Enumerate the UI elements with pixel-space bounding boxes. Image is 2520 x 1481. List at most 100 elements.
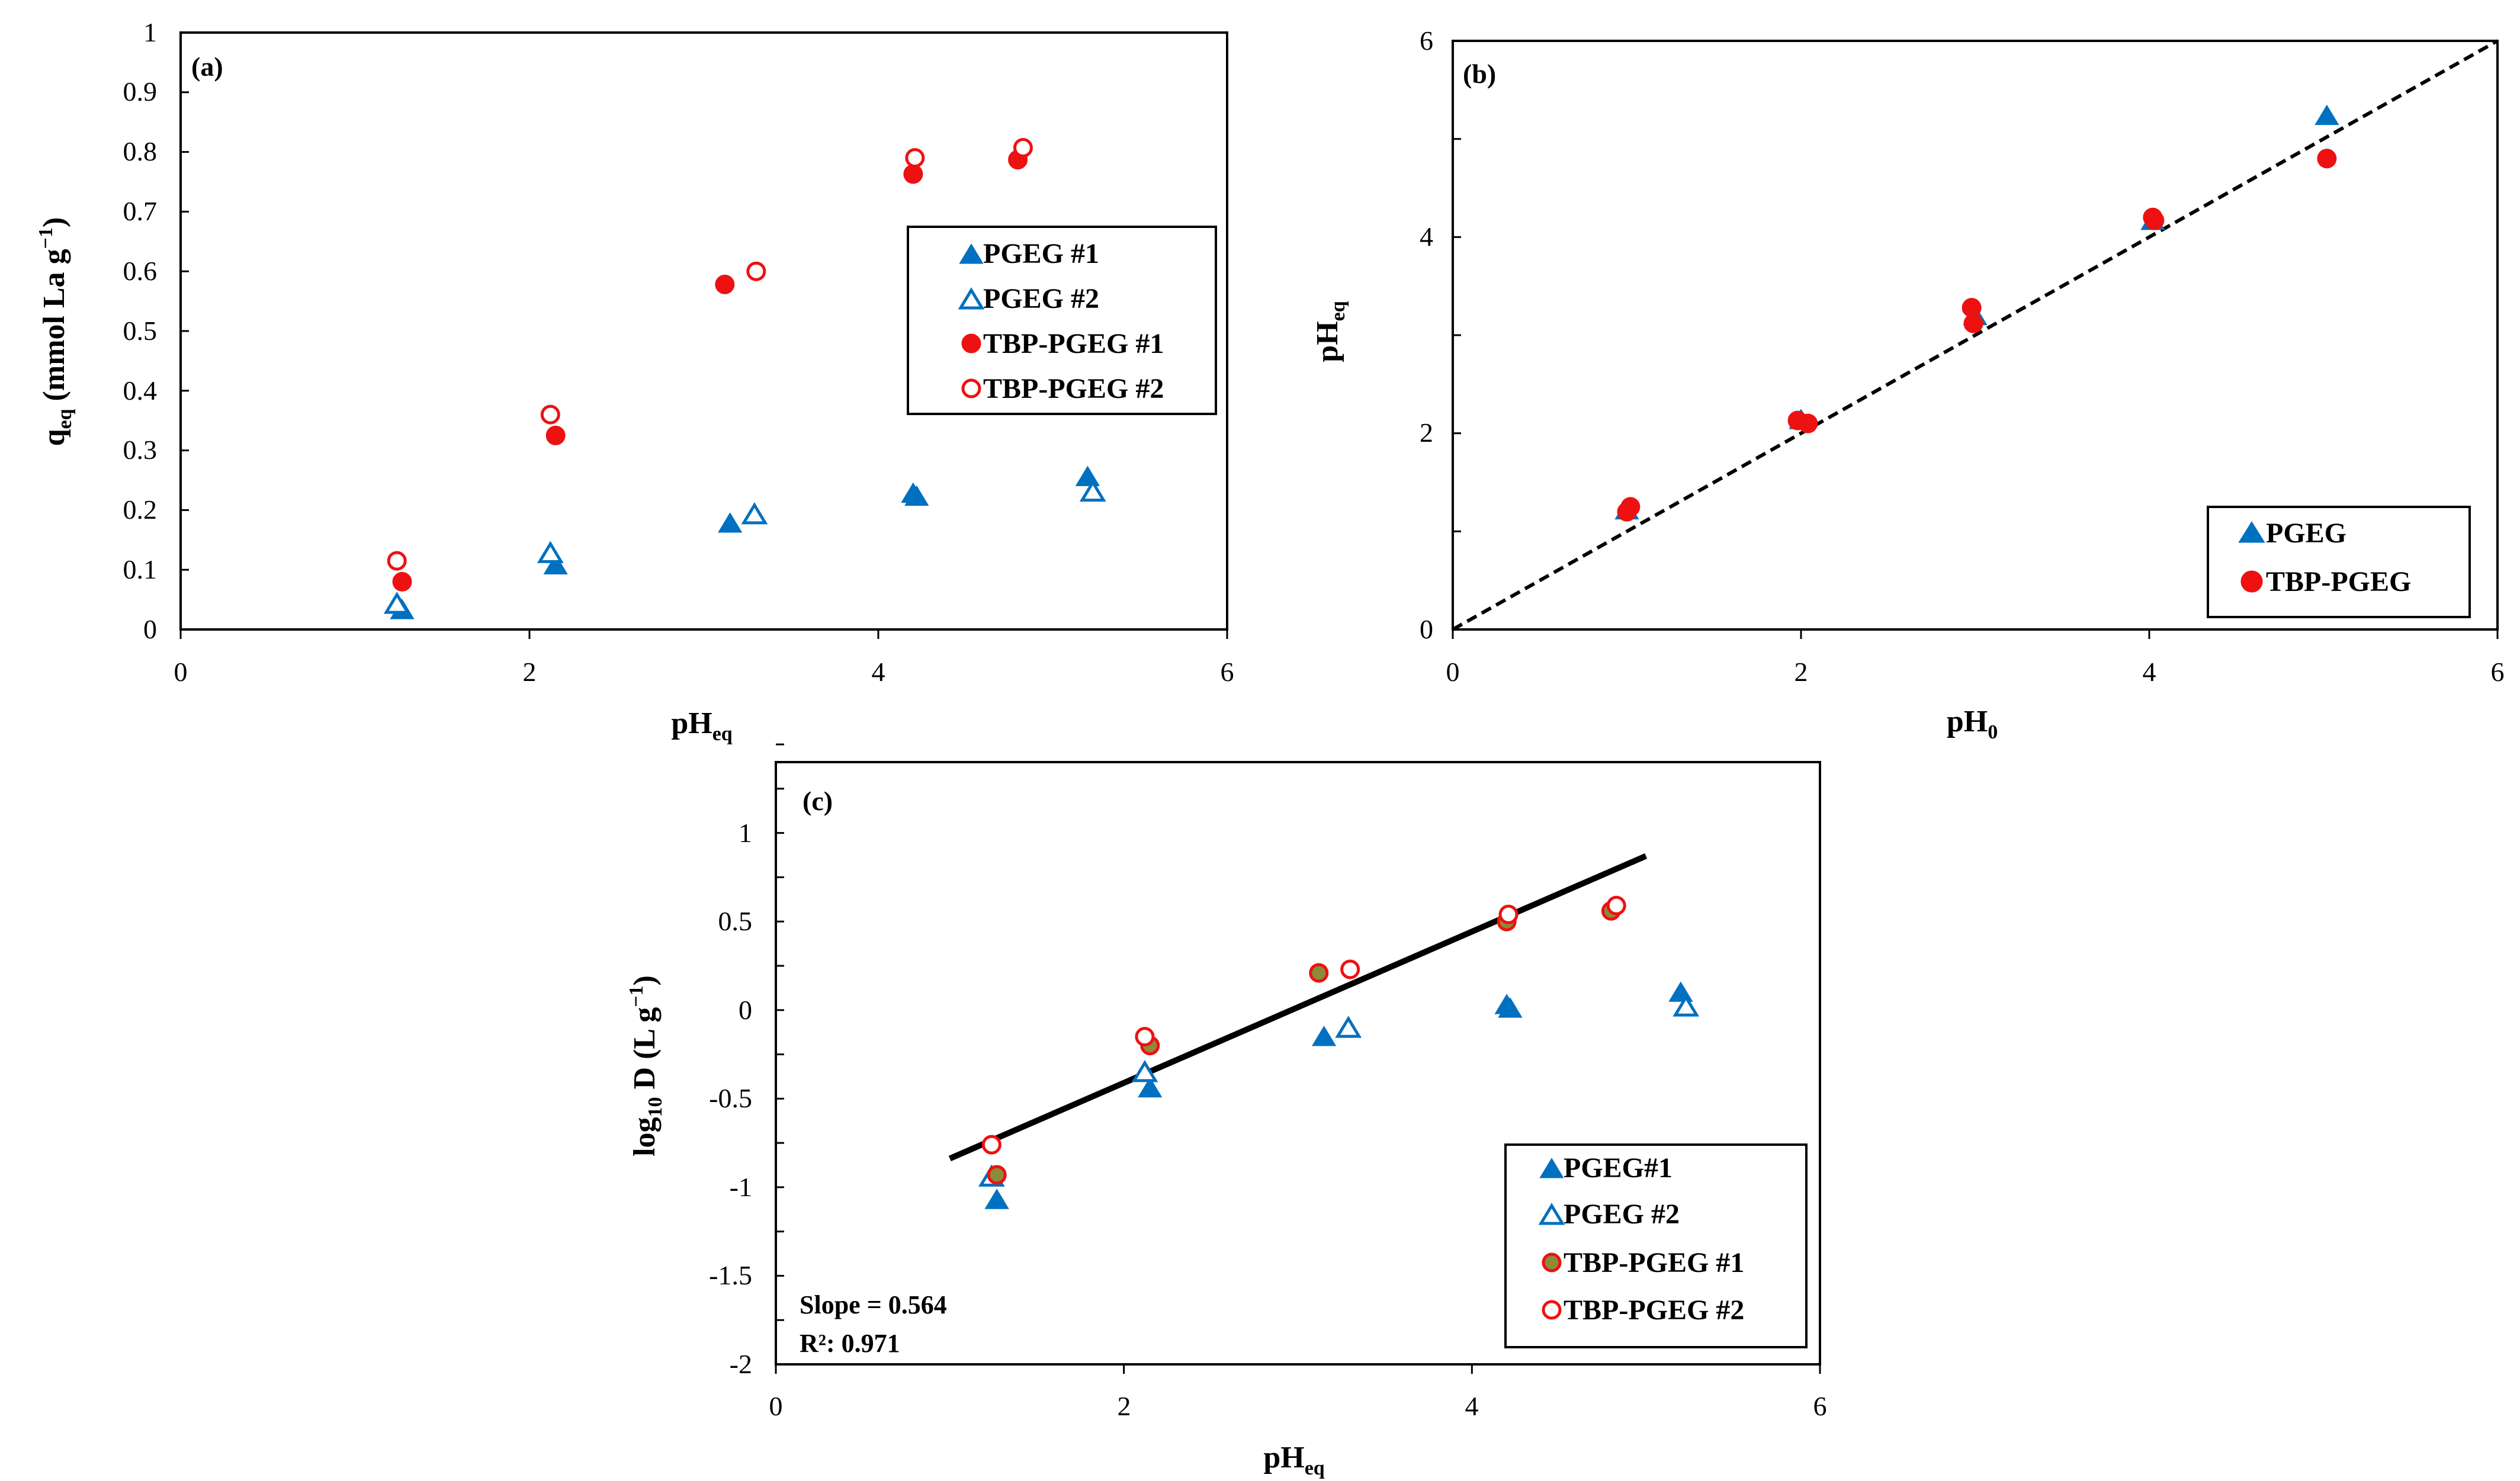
panel-b-point-tbp-pgeg [2317,149,2337,169]
panel-c-ytick: 0.5 [718,906,753,936]
panel-b-label: (b) [1463,59,1496,89]
panel-c-point-tbp-pgeg-1 [1309,963,1329,983]
legend-label-tbp-pgeg-1-c: TBP-PGEG #1 [1564,1247,1744,1278]
panel-a-point-pgeg-2 [537,541,564,563]
panel-a-point-tbp-pgeg-1 [545,425,566,445]
panel-a-ytick: 0.1 [123,554,158,584]
legend-label-pgeg1: PGEG#1 [1564,1152,1672,1184]
panel-b-point-tbp-pgeg [1798,413,1818,433]
panel-a-point-pgeg-1 [1075,465,1100,486]
panel-c-point-tbp-pgeg-2 [1340,959,1360,979]
legend-marker-pgeg-2-c [1538,1203,1565,1225]
panel-c-x-axis-label: pHeq [1263,1441,1324,1479]
panel-a-point-pgeg-2 [383,592,410,614]
legend-marker-pgeg [2238,521,2265,543]
panel-c-xtick: 2 [1118,1391,1131,1421]
panel-c-y-axis-label: log10 D (L g−1) [625,975,666,1156]
panel-c-point-tbp-pgeg-2 [1135,1027,1155,1047]
panel-a-label: (a) [191,52,223,82]
panel-b: (b) 0 2 4 6 0 2 4 6 pH0 pHeq PGEG TBP-PG… [1311,25,2505,743]
legend-marker-tbp-pgeg-2-c [1542,1300,1562,1320]
panel-b-legend: PGEG TBP-PGEG [2207,506,2471,618]
panel-a-ytick: 0.8 [123,136,158,166]
panel-c-ytick: -1.5 [709,1260,752,1290]
legend-marker-tbp-pgeg-2 [961,378,981,399]
legend-label-pgeg-2-c: PGEG #2 [1564,1199,1680,1230]
panel-c-r2-annotation: R²: 0.971 [800,1329,900,1358]
panel-a: (a) 0 0.1 0.2 0.3 0.4 0.5 0.6 0.7 0.8 0.… [35,17,1234,745]
panel-b-point-tbp-pgeg [1620,497,1641,517]
panel-c-legend: PGEG#1 PGEG #2 TBP-PGEG #1 TBP-PGEG #2 [1504,1143,1808,1348]
legend-label-tbp-pgeg-2: TBP-PGEG #2 [983,373,1164,404]
panel-b-xtick: 6 [2491,657,2505,687]
panel-c-slope-annotation: Slope = 0.564 [800,1290,947,1319]
panel-a-ytick: 0.7 [123,196,158,226]
panel-a-ytick: 0.6 [123,256,158,286]
panel-a-point-tbp-pgeg-2 [1013,138,1033,158]
panel-b-ytick: 4 [1420,221,1433,252]
panel-b-ytick: 0 [1420,614,1433,644]
legend-marker-pgeg-1 [959,243,984,264]
panel-a-ytick: 1 [143,17,157,47]
panel-b-x-axis-label: pH0 [1947,705,1998,743]
panel-c-point-tbp-pgeg-2 [1606,895,1626,915]
panel-c-point-pgeg-1 [984,1188,1009,1209]
legend-label-tbp-pgeg-1: TBP-PGEG #1 [983,328,1164,359]
panel-c-legend-box [1504,1143,1808,1348]
panel-b-xtick: 0 [1446,657,1460,687]
panel-a-point-pgeg-1 [718,512,743,533]
panel-a-xtick: 4 [872,657,885,687]
panel-c-point-tbp-pgeg-2 [1498,904,1519,924]
panel-c-ytick: -0.5 [709,1083,752,1113]
legend-label-pgeg-1: PGEG #1 [983,238,1099,269]
panel-b-point-tbp-pgeg [2145,210,2165,230]
panel-a-ytick: 0.9 [123,76,158,107]
panel-c-point-pgeg-1 [1498,997,1523,1018]
panel-b-ytick: 2 [1420,417,1433,448]
legend-marker-tbp-pgeg-1 [961,333,981,354]
panel-c-point-tbp-pgeg-1 [987,1165,1007,1185]
panel-b-xtick: 4 [2143,657,2156,687]
panel-a-legend-box [907,226,1217,415]
panel-a-point-tbp-pgeg-1 [715,274,735,294]
panel-a-ytick: 0.2 [123,494,158,525]
panel-a-data-points [383,138,1106,619]
panel-a-xtick: 0 [174,657,188,687]
panel-c-data-points [978,895,1700,1209]
panel-a-y-axis-label: qeq (mmol La g−1) [35,217,76,446]
panel-b-data-points [1614,104,2339,522]
panel-a-xtick: 6 [1221,657,1234,687]
panel-b-point-pgeg [2314,104,2339,126]
panel-a-point-pgeg-1 [904,485,929,506]
panel-b-legend-box [2207,506,2471,618]
panel-a-point-tbp-pgeg-2 [746,261,766,281]
legend-marker-pgeg-2 [958,287,985,310]
panel-a-ytick: 0.4 [123,375,158,406]
panel-a-point-tbp-pgeg-1 [392,571,412,592]
panel-b-ytick: 6 [1420,25,1433,56]
panel-b-xtick: 2 [1795,657,1808,687]
panel-c-plot-frame [775,761,1821,1366]
axis-tick-marks [179,31,2499,1374]
panel-c-ytick: 0 [739,995,752,1025]
panel-a-ytick: 0.3 [123,435,158,465]
panel-c-point-pgeg-2 [1672,994,1700,1017]
panel-a-point-pgeg-2 [741,502,768,525]
panel-c-point-tbp-pgeg-2 [981,1135,1001,1155]
panel-c: (c) -2 -1.5 -1 -0.5 0 0.5 1 0 2 4 6 pHeq… [625,761,1827,1479]
panel-c-point-pgeg-2 [1131,1059,1158,1082]
panel-c-xtick: 4 [1465,1391,1479,1421]
legend-marker-tbp-pgeg-1-c [1542,1252,1562,1273]
legend-label-pgeg: PGEG [2266,518,2346,549]
panel-c-ytick: 1 [739,818,752,848]
panel-a-point-tbp-pgeg-2 [905,148,925,168]
legend-label-pgeg-2: PGEG #2 [983,283,1099,314]
panel-c-point-pgeg-1 [1138,1077,1163,1098]
panel-a-ytick: 0.5 [123,316,158,346]
panel-c-xtick: 6 [1813,1391,1827,1421]
panel-a-x-axis-label: pHeq [671,706,732,745]
legend-marker-tbp-pgeg [2240,570,2263,593]
panel-c-ytick: -1 [730,1172,752,1202]
panel-c-fit-line [948,853,1648,1162]
